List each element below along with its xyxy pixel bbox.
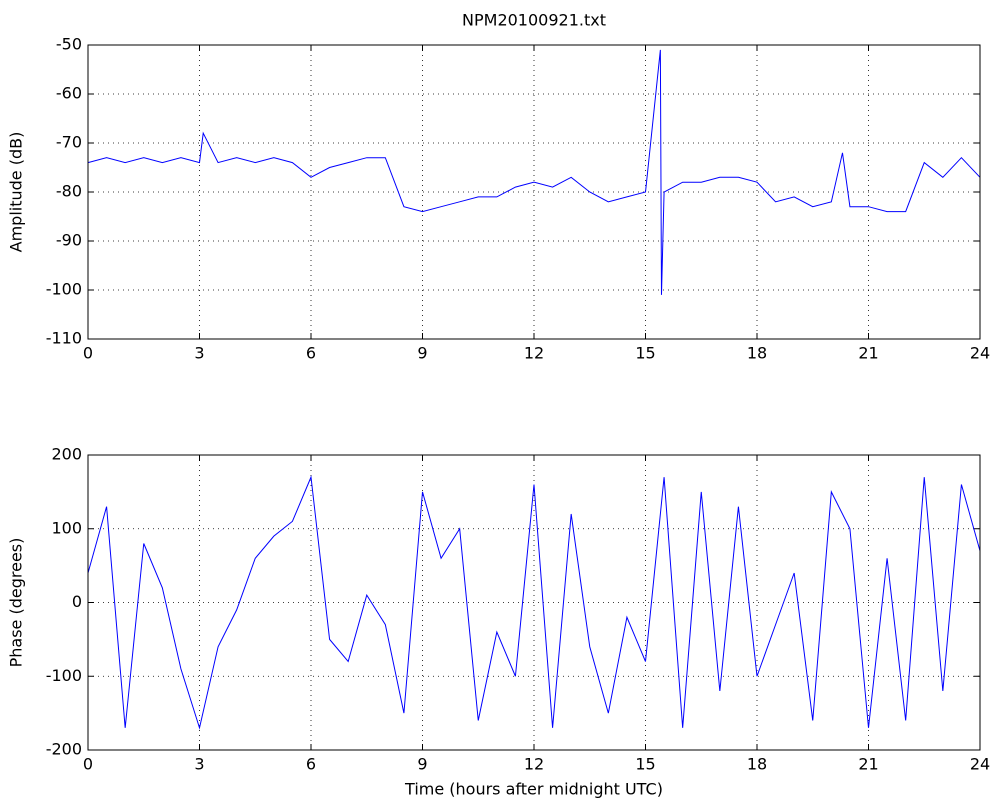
chart-title: NPM20100921.txt <box>462 11 606 30</box>
x-tick-label: 3 <box>194 344 204 363</box>
y-tick-label: -60 <box>56 84 82 103</box>
x-tick-label: 0 <box>83 755 93 774</box>
x-tick-label: 18 <box>747 344 767 363</box>
x-tick-label: 21 <box>858 344 878 363</box>
data-line <box>87 49 981 295</box>
axes-frame <box>87 454 981 751</box>
x-tick-label: 21 <box>858 755 878 774</box>
y-tick-label: -90 <box>56 231 82 250</box>
y-axis-label: Amplitude (dB) <box>7 132 26 253</box>
x-tick-label: 9 <box>417 755 427 774</box>
x-tick-label: 15 <box>635 755 655 774</box>
x-tick-label: 18 <box>747 755 767 774</box>
x-tick-label: 12 <box>524 755 544 774</box>
y-tick-label: -100 <box>46 666 82 685</box>
x-tick-label: 6 <box>306 344 316 363</box>
y-tick-label: -50 <box>56 35 82 54</box>
x-axis-label: Time (hours after midnight UTC) <box>404 780 663 799</box>
y-tick-label: 200 <box>51 445 82 464</box>
y-tick-label: 100 <box>51 518 82 537</box>
x-tick-label: 24 <box>970 755 990 774</box>
x-tick-label: 6 <box>306 755 316 774</box>
x-tick-label: 12 <box>524 344 544 363</box>
x-tick-label: 24 <box>970 344 990 363</box>
data-line <box>87 475 981 730</box>
y-tick-label: -110 <box>46 329 82 348</box>
y-axis-label: Phase (degrees) <box>7 538 26 668</box>
y-tick-label: -200 <box>46 740 82 759</box>
x-tick-label: 15 <box>635 344 655 363</box>
x-tick-label: 3 <box>194 755 204 774</box>
y-tick-label: -70 <box>56 133 82 152</box>
y-tick-label: -100 <box>46 280 82 299</box>
x-tick-label: 9 <box>417 344 427 363</box>
axes-frame <box>87 44 981 340</box>
x-tick-label: 0 <box>83 344 93 363</box>
y-tick-label: 0 <box>72 592 82 611</box>
y-tick-label: -80 <box>56 182 82 201</box>
